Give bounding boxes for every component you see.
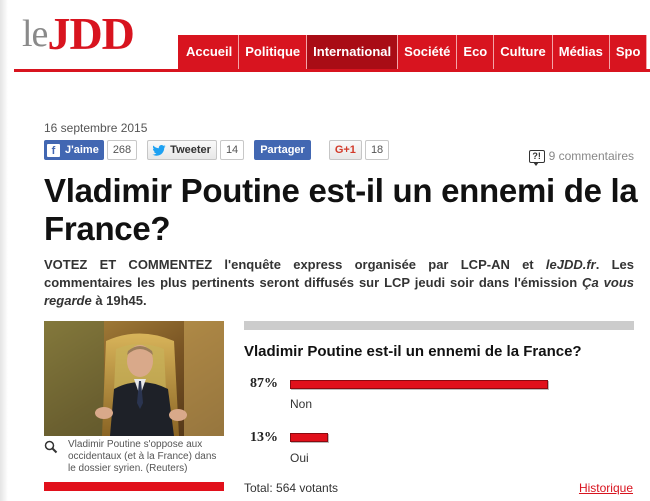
facebook-icon: f <box>47 143 60 157</box>
nav-item-international[interactable]: International <box>307 35 399 69</box>
logo-jdd-text: JDD <box>47 8 134 59</box>
facebook-like-label: J'aime <box>65 144 99 156</box>
nav-underline <box>14 69 650 72</box>
nav-item-accueil[interactable]: Accueil <box>178 35 240 69</box>
poll-option-bar-fill <box>290 433 329 442</box>
magnifier-icon[interactable] <box>44 440 58 454</box>
facebook-like-button[interactable]: f J'aime <box>44 140 104 160</box>
putin-photo-illustration <box>44 321 224 436</box>
poll-option-label: Non <box>290 397 313 411</box>
comments-link[interactable]: ?! 9 commentaires <box>528 149 634 166</box>
jdd-logo[interactable]: le JDD <box>22 8 135 59</box>
poll-option-label: Oui <box>290 451 309 465</box>
article-lead: VOTEZ ET COMMENTEZ l'enquête express org… <box>44 256 634 310</box>
comments-count-label: 9 commentaires <box>548 149 634 163</box>
poll-option-bar-fill <box>290 380 548 389</box>
lead-text-2: . Les commentaires les plus pertinents s… <box>44 257 635 290</box>
lead-show-name: Ça vous regarde <box>44 275 634 308</box>
nav-item-sports[interactable]: Spo <box>609 35 648 69</box>
tweet-button[interactable]: Tweeter <box>147 140 217 160</box>
poll-total-votes: Total: 564 votants <box>244 481 339 495</box>
photo-red-bar <box>44 482 224 491</box>
lead-text-3: à 19h45. <box>91 293 147 308</box>
facebook-share-button[interactable]: Partager <box>254 140 311 160</box>
facebook-like-count: 268 <box>106 140 138 160</box>
lead-text-1: VOTEZ ET COMMENTEZ l'enquête express org… <box>44 257 546 272</box>
photo-caption: Vladimir Poutine s'oppose aux occidentau… <box>44 439 224 475</box>
article-photo[interactable] <box>44 321 224 436</box>
poll-option-bar <box>290 380 586 389</box>
poll-option-percent: 13% <box>250 430 278 445</box>
poll-top-bar <box>244 321 634 330</box>
tweet-count: 14 <box>219 140 245 160</box>
logo-le-text: le <box>22 13 48 55</box>
lead-site-name[interactable]: leJDD.fr <box>545 257 596 272</box>
main-nav: Accueil Politique International Société … <box>178 35 648 69</box>
photo-caption-text: Vladimir Poutine s'oppose aux occidentau… <box>68 439 217 474</box>
poll-option-bar <box>290 433 586 442</box>
twitter-bird-icon <box>152 144 166 156</box>
article-date: 16 septembre 2015 <box>44 121 148 135</box>
poll-question: Vladimir Poutine est-il un ennemi de la … <box>244 343 582 360</box>
poll-history-link[interactable]: Historique <box>578 481 633 495</box>
google-plus-button[interactable]: G+1 <box>328 140 362 160</box>
nav-item-societe[interactable]: Société <box>398 35 458 69</box>
page-edge-shadow <box>0 0 8 501</box>
nav-item-eco[interactable]: Eco <box>457 35 495 69</box>
tweet-label: Tweeter <box>170 144 211 156</box>
comment-bubble-icon: ?! <box>528 149 545 166</box>
social-buttons: f J'aime 268 Tweeter 14 Partager G+1 18 <box>44 140 390 160</box>
google-plus-count: 18 <box>364 140 390 160</box>
article-title: Vladimir Poutine est-il un ennemi de la … <box>44 172 638 247</box>
google-plus-icon: G+1 <box>334 144 356 156</box>
nav-item-culture[interactable]: Culture <box>494 35 553 69</box>
nav-item-politique[interactable]: Politique <box>239 35 308 69</box>
nav-item-medias[interactable]: Médias <box>552 35 610 69</box>
poll-option-percent: 87% <box>250 376 278 391</box>
